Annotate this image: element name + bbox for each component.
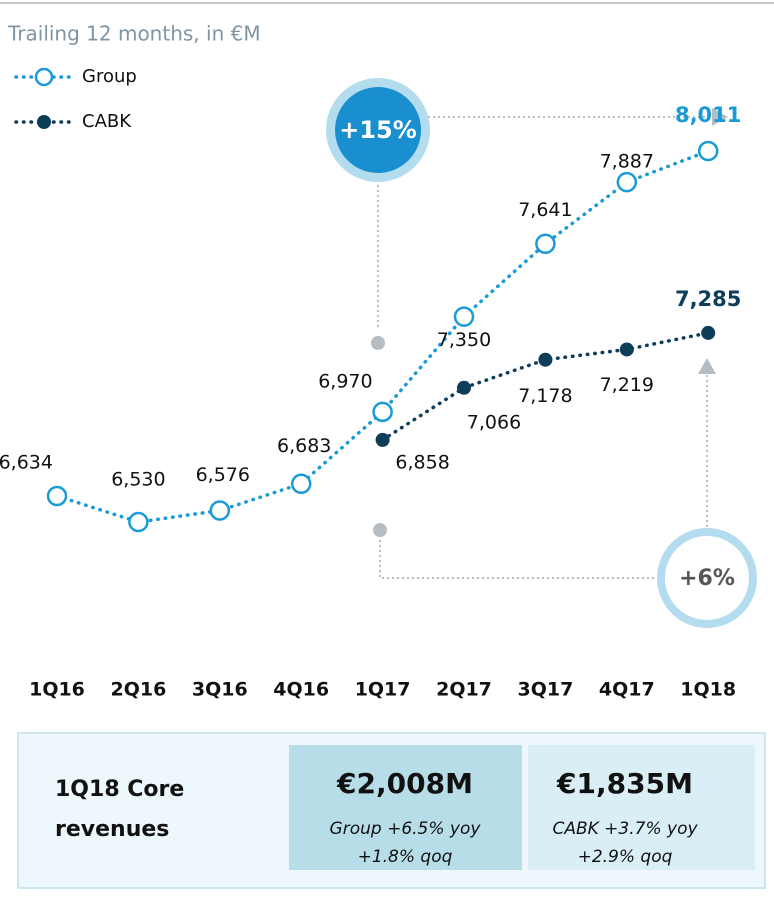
marker (619, 342, 634, 357)
arrow-head (698, 358, 716, 374)
annotation-circle (335, 87, 421, 173)
data-label: 7,178 (518, 385, 572, 407)
data-label: 8,011 (675, 103, 741, 127)
data-label: 7,066 (467, 411, 521, 433)
summary-box (289, 745, 522, 870)
x-tick-label: 3Q17 (517, 679, 573, 701)
marker (701, 325, 716, 340)
annotation-circle (657, 528, 757, 628)
data-label: 7,641 (518, 199, 572, 221)
marker (375, 432, 390, 447)
marker (290, 473, 312, 494)
data-label: 6,634 (0, 451, 53, 473)
x-tick-label: 1Q16 (29, 679, 85, 701)
arrow-head (712, 108, 728, 126)
summary-title: 1Q18 Core (55, 777, 184, 802)
legend-label: CABK (82, 111, 132, 132)
data-label: 7,285 (675, 287, 741, 311)
x-tick-label: 3Q16 (192, 679, 248, 701)
summary-line: +2.9% qoq (578, 847, 673, 867)
data-label: 6,683 (277, 435, 331, 457)
annotation: +6% (679, 566, 735, 591)
marker (372, 401, 393, 423)
connector-dot (373, 523, 387, 537)
connector-dot (371, 336, 385, 350)
data-label: 7,350 (437, 329, 491, 351)
summary-value: €1,835M (556, 767, 693, 800)
data-label: 7,219 (600, 374, 654, 396)
x-tick-label: 4Q16 (273, 679, 329, 701)
x-tick-label: 2Q17 (436, 679, 492, 701)
summary-box (528, 745, 755, 870)
marker (457, 380, 471, 395)
data-label: 6,858 (395, 451, 449, 473)
x-tick-label: 1Q17 (355, 679, 411, 701)
summary-line: CABK +3.7% yoy (552, 819, 698, 839)
x-tick-label: 1Q18 (680, 679, 736, 701)
x-tick-label: 2Q16 (110, 679, 166, 701)
marker (697, 140, 719, 162)
data-label: 7,887 (600, 151, 654, 173)
data-label: 6,576 (196, 464, 250, 486)
marker (535, 233, 556, 254)
annotation: +15% (339, 116, 417, 144)
marker (453, 306, 475, 327)
chart-subtitle: Trailing 12 months, in €M (7, 22, 261, 46)
marker (46, 485, 68, 507)
legend-marker (37, 115, 51, 129)
summary-title: revenues (55, 817, 169, 842)
legend-marker (34, 67, 54, 87)
series-line (380, 331, 710, 442)
marker (616, 171, 638, 193)
data-label: 6,970 (318, 370, 372, 392)
legend-label: Group (82, 66, 137, 87)
x-tick-label: 4Q17 (599, 679, 655, 701)
summary-line: Group +6.5% yoy (330, 819, 482, 839)
marker (128, 511, 149, 533)
summary-line: +1.8% qoq (358, 847, 453, 867)
summary-value: €2,008M (336, 767, 473, 800)
marker (538, 352, 553, 367)
data-label: 6,530 (111, 469, 165, 491)
connectors (377, 116, 712, 579)
series-line (55, 149, 710, 524)
marker (209, 500, 231, 521)
